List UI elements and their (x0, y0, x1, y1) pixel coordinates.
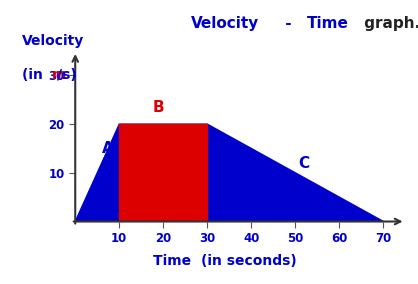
Text: Velocity: Velocity (23, 34, 85, 48)
Text: graph.: graph. (359, 16, 418, 31)
Polygon shape (119, 124, 207, 222)
Text: -: - (280, 16, 297, 31)
Text: m: m (52, 68, 66, 82)
Text: (in: (in (23, 68, 48, 82)
Text: C: C (298, 156, 310, 171)
Polygon shape (75, 124, 383, 222)
Text: Time: Time (153, 254, 201, 268)
Text: Time: Time (306, 16, 348, 31)
Text: /s): /s) (57, 68, 77, 82)
Text: (in seconds): (in seconds) (201, 254, 296, 268)
Text: Velocity: Velocity (191, 16, 259, 31)
Text: B: B (153, 100, 165, 115)
Text: A: A (102, 141, 114, 156)
